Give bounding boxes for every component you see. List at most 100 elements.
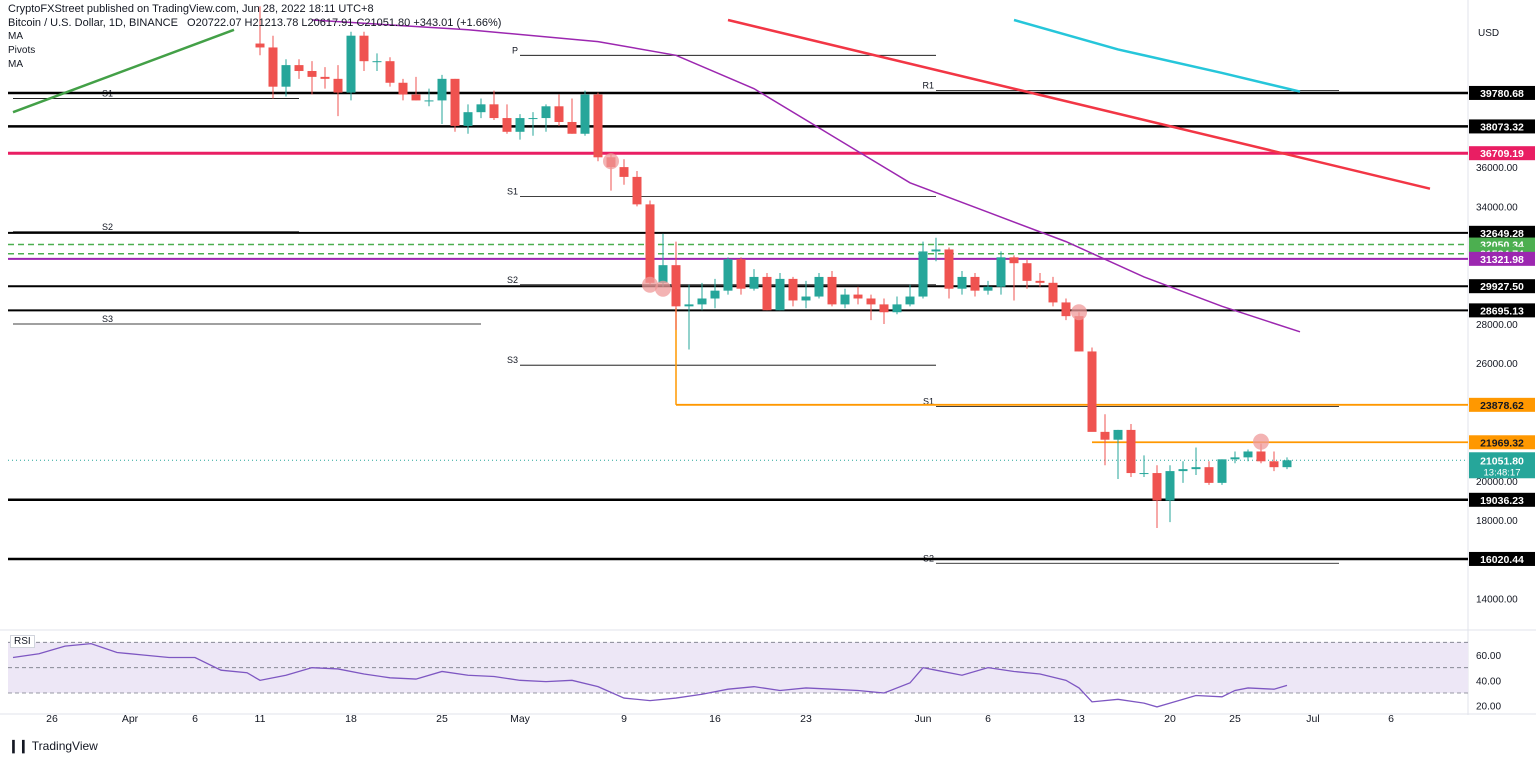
- legend-ma-2[interactable]: MA: [8, 58, 35, 72]
- currency-label[interactable]: USD: [1478, 28, 1499, 39]
- time-tick-label: 25: [436, 713, 448, 725]
- pink-marker: [1071, 304, 1087, 320]
- candle-body: [1127, 430, 1136, 473]
- candle-body: [841, 295, 850, 305]
- candle-body: [412, 95, 421, 101]
- candle-body: [451, 79, 460, 126]
- pink-marker: [603, 153, 619, 169]
- candle-body: [1179, 469, 1188, 471]
- price-tick-label: 20000.00: [1476, 477, 1518, 488]
- price-tick-label: 26000.00: [1476, 359, 1518, 370]
- candle-body: [880, 304, 889, 312]
- price-tick-label: 28000.00: [1476, 320, 1518, 331]
- candle-body: [334, 79, 343, 93]
- candle-body: [477, 104, 486, 112]
- pivot-label: S3: [102, 314, 113, 324]
- candle-body: [282, 65, 291, 87]
- rsi-tick-label: 20.00: [1476, 702, 1501, 713]
- level-price-label: 31321.98: [1480, 254, 1524, 266]
- pivot-label: S3: [507, 355, 518, 365]
- price-tick-label: 14000.00: [1476, 595, 1518, 606]
- level-price-label: 29927.50: [1480, 281, 1524, 293]
- candle-body: [425, 100, 434, 101]
- ohlc-readout: O20722.07 H21213.78 L20617.91 C21051.80 …: [187, 17, 501, 29]
- candle-body: [295, 65, 304, 71]
- level-price-label: 19036.23: [1480, 495, 1524, 507]
- time-tick-label: Jun: [915, 713, 932, 725]
- time-tick-label: 26: [46, 713, 58, 725]
- candle-body: [1257, 451, 1266, 461]
- level-price-label: 38073.32: [1480, 121, 1524, 133]
- candle-body: [503, 118, 512, 132]
- candle-body: [347, 36, 356, 93]
- candle-body: [1231, 457, 1240, 459]
- time-tick-label: May: [510, 713, 531, 725]
- rsi-legend[interactable]: RSI: [10, 635, 35, 648]
- rsi-pane: 20.0040.0060.00: [8, 642, 1501, 712]
- candle-body: [711, 291, 720, 299]
- candle-body: [555, 106, 564, 122]
- candle-body: [542, 106, 551, 118]
- time-tick-label: 6: [1388, 713, 1394, 725]
- level-price-label: 36709.19: [1480, 148, 1524, 160]
- candle-body: [594, 95, 603, 158]
- candle-body: [386, 61, 395, 83]
- candle-body: [919, 251, 928, 296]
- level-price-label: 39780.68: [1480, 88, 1524, 100]
- candle-body: [815, 277, 824, 297]
- candle-body: [646, 204, 655, 282]
- indicator-legend: MA Pivots MA: [8, 30, 35, 72]
- pink-marker: [655, 281, 671, 297]
- candle-body: [997, 257, 1006, 286]
- current-price-label: 21051.80: [1480, 455, 1524, 467]
- candle-body: [308, 71, 317, 77]
- time-tick-label: 13: [1073, 713, 1085, 725]
- candle-body: [633, 177, 642, 204]
- candle-body: [789, 279, 798, 301]
- cyan-ma-line: [1014, 20, 1300, 92]
- candle-body: [737, 259, 746, 288]
- legend-ma-1[interactable]: MA: [8, 30, 35, 44]
- orange-level-price-label: 21969.32: [1480, 437, 1524, 449]
- orange-level-price-label: 23878.62: [1480, 400, 1524, 412]
- candle-body: [438, 79, 447, 101]
- candle-body: [776, 279, 785, 310]
- legend-pivots[interactable]: Pivots: [8, 44, 35, 58]
- pivot-label: R1: [922, 81, 934, 91]
- time-tick-label: 11: [255, 713, 266, 725]
- time-tick-label: 16: [709, 713, 721, 725]
- candle-body: [932, 249, 941, 251]
- chart-header: CryptoFXStreet published on TradingView.…: [8, 3, 501, 29]
- candle-body: [373, 61, 382, 62]
- rsi-tick-label: 60.00: [1476, 651, 1501, 662]
- candle-body: [1153, 473, 1162, 500]
- time-tick-label: 9: [621, 713, 627, 725]
- candles: [256, 6, 1292, 528]
- pivot-label: S2: [102, 222, 113, 232]
- candle-body: [971, 277, 980, 291]
- candle-body: [1062, 302, 1071, 316]
- tradingview-brand[interactable]: ❙❙ TradingView: [8, 738, 98, 754]
- candle-body: [1010, 257, 1019, 263]
- price-tick-label: 34000.00: [1476, 202, 1518, 213]
- candle-body: [906, 297, 915, 305]
- candle-body: [1036, 281, 1045, 283]
- price-axis[interactable]: 14000.0016000.0018000.0020000.0022000.00…: [1469, 86, 1535, 606]
- candle-body: [269, 47, 278, 86]
- candle-body: [529, 118, 538, 119]
- time-tick-label: 25: [1229, 713, 1241, 725]
- candle-body: [802, 297, 811, 301]
- candle-body: [360, 36, 369, 61]
- candle-body: [1023, 263, 1032, 281]
- time-tick-label: Jul: [1306, 713, 1319, 725]
- red-trendline: [728, 20, 1430, 189]
- candle-body: [698, 299, 707, 305]
- candle-body: [854, 295, 863, 299]
- grid: [0, 0, 1536, 715]
- time-axis[interactable]: 26Apr6111825May91623Jun6132025Jul6: [46, 713, 1394, 725]
- symbol-title[interactable]: Bitcoin / U.S. Dollar, 1D, BINANCE: [8, 17, 178, 29]
- candle-body: [1088, 351, 1097, 431]
- candle-body: [1114, 430, 1123, 440]
- candle-body: [620, 167, 629, 177]
